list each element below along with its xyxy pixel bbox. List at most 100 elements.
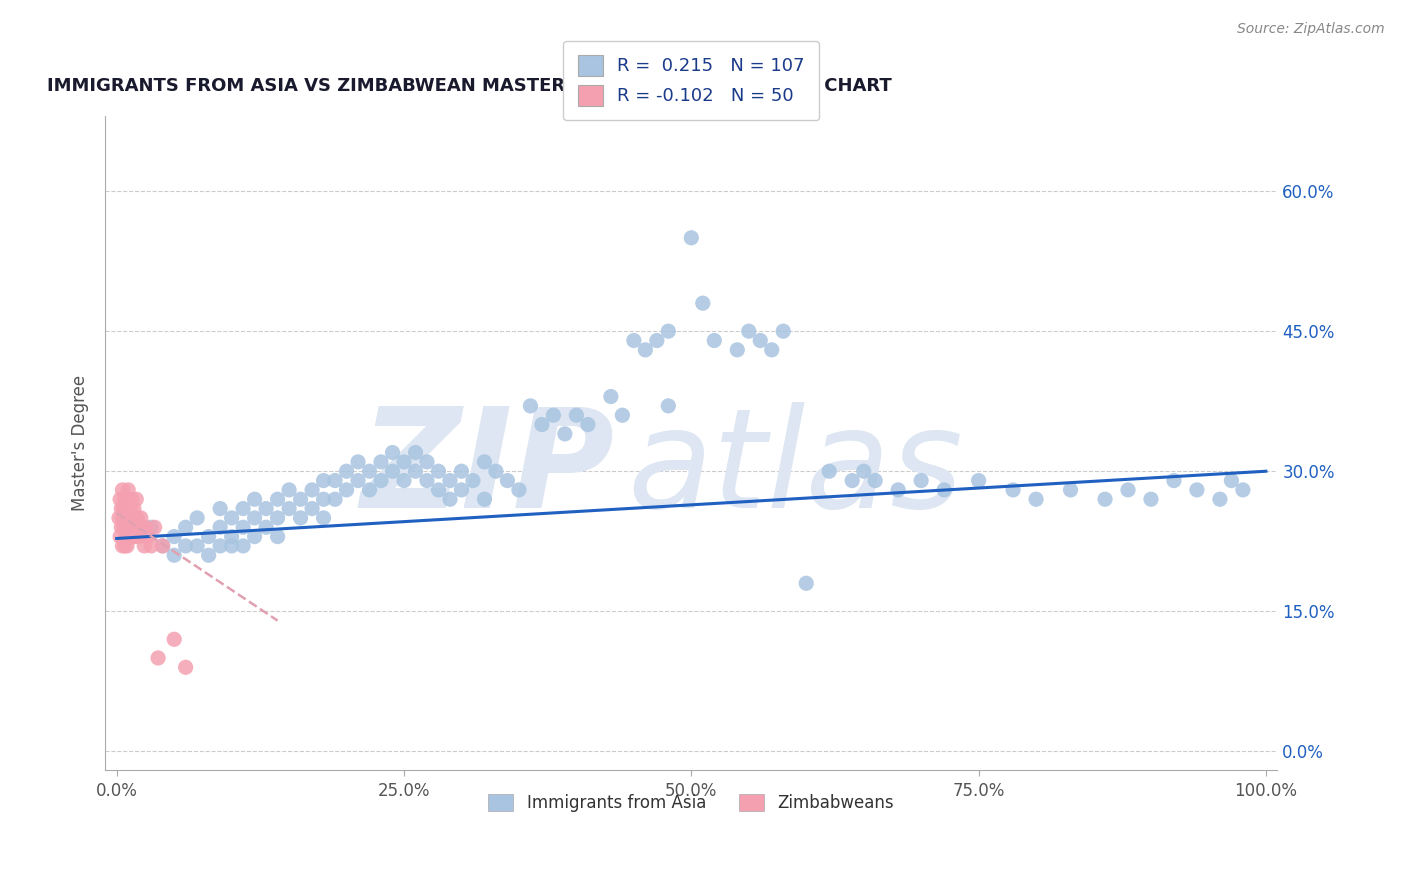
Point — [427, 464, 450, 478]
Point — [530, 417, 553, 432]
Point — [115, 511, 138, 525]
Point — [1094, 492, 1116, 507]
Point — [359, 464, 381, 478]
Point — [118, 511, 141, 525]
Point — [1209, 492, 1232, 507]
Point — [118, 530, 141, 544]
Point — [1220, 474, 1243, 488]
Point — [623, 334, 645, 348]
Point — [122, 520, 145, 534]
Point — [910, 474, 932, 488]
Point — [112, 520, 135, 534]
Point — [312, 492, 335, 507]
Point — [143, 520, 166, 534]
Point — [312, 474, 335, 488]
Point — [416, 455, 439, 469]
Point — [174, 660, 197, 674]
Point — [125, 492, 148, 507]
Point — [496, 474, 519, 488]
Point — [128, 520, 150, 534]
Point — [485, 464, 508, 478]
Point — [738, 324, 761, 338]
Point — [703, 334, 725, 348]
Point — [243, 492, 266, 507]
Point — [115, 530, 138, 544]
Point — [131, 520, 153, 534]
Point — [474, 455, 496, 469]
Point — [163, 548, 186, 562]
Point — [934, 483, 956, 497]
Point — [115, 520, 138, 534]
Point — [347, 455, 370, 469]
Point — [108, 492, 131, 507]
Point — [681, 231, 703, 245]
Legend: Immigrants from Asia, Zimbabweans: Immigrants from Asia, Zimbabweans — [479, 786, 903, 821]
Point — [124, 511, 146, 525]
Point — [163, 632, 186, 647]
Point — [1140, 492, 1163, 507]
Point — [381, 445, 404, 459]
Point — [114, 511, 136, 525]
Text: Source: ZipAtlas.com: Source: ZipAtlas.com — [1237, 22, 1385, 37]
Point — [1116, 483, 1139, 497]
Point — [474, 492, 496, 507]
Point — [146, 651, 169, 665]
Point — [117, 511, 139, 525]
Point — [645, 334, 668, 348]
Point — [1025, 492, 1047, 507]
Point — [519, 399, 541, 413]
Point — [1002, 483, 1025, 497]
Point — [301, 501, 323, 516]
Point — [110, 501, 132, 516]
Point — [852, 464, 875, 478]
Point — [381, 464, 404, 478]
Point — [186, 539, 208, 553]
Point — [221, 511, 243, 525]
Point — [243, 530, 266, 544]
Point — [209, 539, 232, 553]
Point — [114, 539, 136, 553]
Point — [266, 530, 288, 544]
Point — [359, 483, 381, 497]
Text: IMMIGRANTS FROM ASIA VS ZIMBABWEAN MASTER'S DEGREE CORRELATION CHART: IMMIGRANTS FROM ASIA VS ZIMBABWEAN MASTE… — [46, 78, 891, 95]
Text: ZIP: ZIP — [361, 402, 614, 537]
Point — [152, 539, 174, 553]
Point — [134, 520, 156, 534]
Point — [117, 530, 139, 544]
Point — [121, 530, 143, 544]
Point — [232, 520, 254, 534]
Point — [111, 539, 134, 553]
Point — [197, 530, 219, 544]
Point — [347, 474, 370, 488]
Point — [370, 474, 392, 488]
Point — [565, 408, 588, 422]
Point — [794, 576, 817, 591]
Point — [129, 511, 152, 525]
Point — [761, 343, 783, 357]
Point — [127, 511, 149, 525]
Point — [634, 343, 657, 357]
Point — [174, 520, 197, 534]
Point — [370, 455, 392, 469]
Point — [163, 530, 186, 544]
Point — [117, 483, 139, 497]
Point — [1059, 483, 1081, 497]
Point — [122, 501, 145, 516]
Point — [112, 501, 135, 516]
Point — [657, 399, 679, 413]
Point — [749, 334, 772, 348]
Point — [439, 492, 461, 507]
Point — [278, 501, 301, 516]
Point — [841, 474, 863, 488]
Point — [141, 520, 163, 534]
Point — [120, 520, 142, 534]
Point — [197, 548, 219, 562]
Point — [612, 408, 634, 422]
Point — [115, 539, 138, 553]
Point — [1163, 474, 1185, 488]
Point — [243, 511, 266, 525]
Point — [174, 539, 197, 553]
Point — [427, 483, 450, 497]
Point — [323, 474, 346, 488]
Point — [392, 455, 415, 469]
